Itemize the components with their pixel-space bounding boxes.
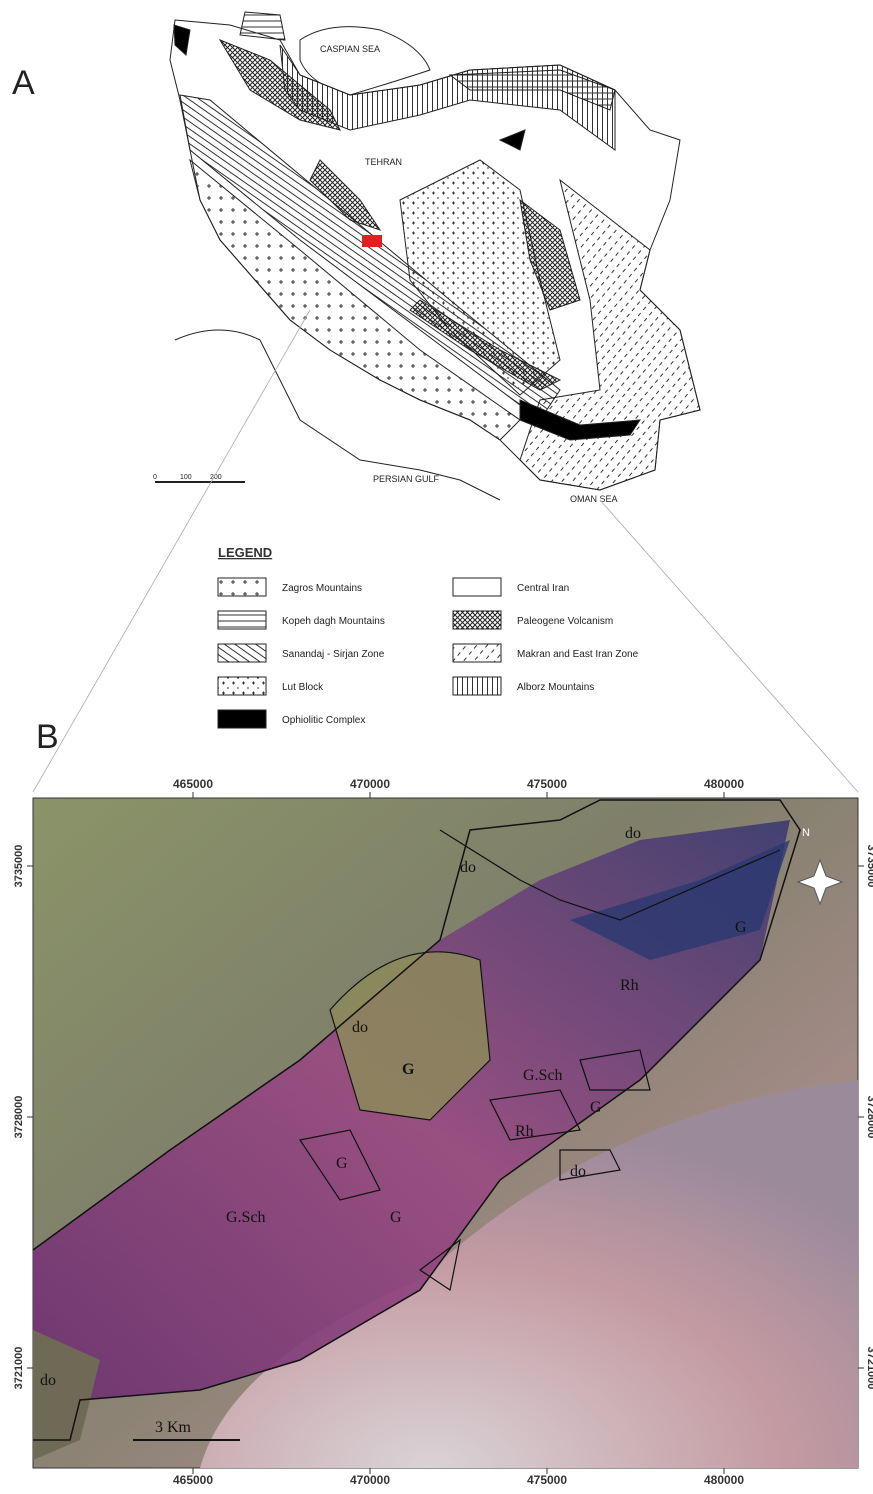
place-label: OMAN SEA: [570, 494, 618, 504]
scale-label: 100: [180, 474, 192, 481]
scale-label: 200: [210, 474, 222, 481]
unit-label: do: [570, 1163, 586, 1180]
place-label: TEHRAN: [365, 157, 402, 167]
x-tick-label: 475000: [527, 777, 567, 791]
legend-label: Central Iran: [517, 583, 569, 594]
satellite-image: [33, 798, 858, 1468]
legend-swatch: [453, 611, 501, 629]
legend-label: Sanandaj - Sirjan Zone: [282, 649, 385, 660]
place-label: CASPIAN SEA: [320, 44, 380, 54]
legend-swatch: [218, 578, 266, 596]
x-tick-label: 465000: [173, 1473, 213, 1487]
y-tick-label: 3735000: [865, 845, 873, 888]
unit-label: G.Sch: [523, 1067, 563, 1084]
y-tick-label: 3721000: [13, 1347, 25, 1390]
x-tick-label: 465000: [173, 777, 213, 791]
panel-label: B: [36, 718, 59, 756]
legend-swatch: [218, 677, 266, 695]
legend-swatch: [218, 710, 266, 728]
unit-label: Rh: [515, 1123, 534, 1140]
unit-label: G: [402, 1061, 415, 1078]
x-tick-label: 470000: [350, 1473, 390, 1487]
legend-swatch: [453, 578, 501, 596]
unit-label: G: [336, 1155, 348, 1172]
legend-label: Zagros Mountains: [282, 583, 362, 594]
legend-swatch: [453, 677, 501, 695]
iran-map: [155, 12, 700, 500]
legend-label: Makran and East Iran Zone: [517, 649, 639, 660]
unit-label: Rh: [620, 977, 639, 994]
y-tick-label: 3735000: [13, 845, 25, 888]
place-label: PERSIAN GULF: [373, 474, 440, 484]
legend-label: Alborz Mountains: [517, 682, 594, 693]
unit-label: G: [390, 1209, 402, 1226]
x-tick-label: 470000: [350, 777, 390, 791]
legend-label: Paleogene Volcanism: [517, 616, 613, 627]
y-tick-label: 3728000: [865, 1096, 873, 1139]
panel-label: A: [12, 64, 35, 102]
scale-label: 0: [153, 474, 157, 481]
x-tick-label: 480000: [704, 777, 744, 791]
figure: A CASPIAN SEA TEHRAN PERSIAN GULF OMAN S…: [0, 0, 873, 1494]
unit-label: do: [40, 1372, 56, 1389]
legend-swatch: [453, 644, 501, 662]
unit-label: G: [590, 1099, 602, 1116]
legend-label: Lut Block: [282, 682, 324, 693]
unit-label: do: [460, 859, 476, 876]
legend: Zagros Mountains Kopeh dagh Mountains Sana…: [218, 578, 639, 728]
unit-label: G.Sch: [226, 1209, 266, 1226]
scale-bar-label: 3 Km: [155, 1419, 192, 1436]
unit-label: do: [352, 1019, 368, 1036]
y-tick-label: 3728000: [13, 1096, 25, 1139]
legend-label: Kopeh dagh Mountains: [282, 616, 385, 627]
legend-title: LEGEND: [218, 545, 272, 560]
legend-swatch: [218, 611, 266, 629]
unit-label: do: [625, 825, 641, 842]
legend-swatch: [218, 644, 266, 662]
x-tick-label: 480000: [704, 1473, 744, 1487]
legend-label: Ophiolitic Complex: [282, 715, 365, 726]
north-label: N: [802, 827, 810, 839]
unit-label: G: [735, 919, 747, 936]
y-tick-label: 3721000: [865, 1347, 873, 1390]
x-tick-label: 475000: [527, 1473, 567, 1487]
